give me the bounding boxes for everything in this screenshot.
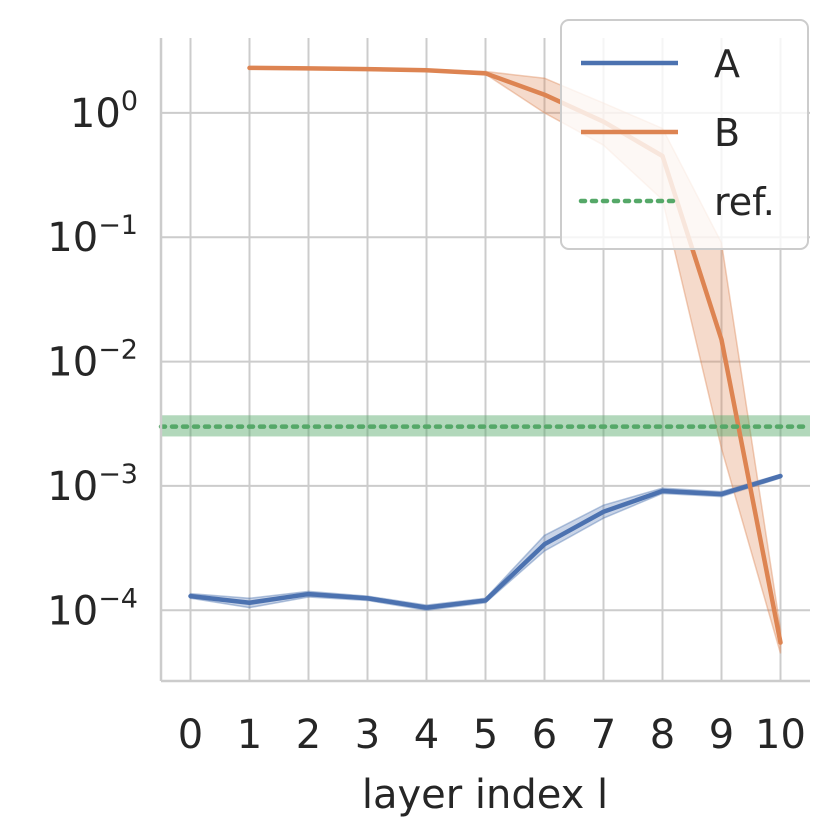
data-point-B: [424, 68, 429, 73]
x-tick-label: 0: [178, 712, 203, 758]
data-point-A: [778, 474, 783, 479]
y-tick-exponent: −4: [98, 583, 138, 614]
y-tick-base: 10: [47, 464, 98, 510]
data-point-A: [306, 592, 311, 597]
axes: [159, 38, 810, 683]
data-point-B: [247, 65, 252, 70]
x-tick-label: 8: [650, 712, 675, 758]
y-tick-exponent: −2: [98, 335, 138, 366]
x-tick-label: 9: [709, 712, 734, 758]
x-tick-label: 4: [414, 712, 439, 758]
x-tick-label: 6: [532, 712, 557, 758]
data-point-A: [601, 509, 606, 514]
data-point-B: [542, 92, 547, 97]
y-tick-label: 100: [70, 86, 138, 137]
y-tick-base: 10: [47, 215, 98, 261]
data-point-A: [365, 596, 370, 601]
data-point-B: [365, 67, 370, 72]
series-line-A: [188, 473, 783, 610]
x-tick-label: 2: [296, 712, 321, 758]
y-tick-exponent: −1: [98, 210, 138, 241]
y-tick-base: 10: [47, 340, 98, 386]
x-tick-label: 10: [755, 712, 806, 758]
y-tick-label: 10−2: [47, 335, 138, 386]
x-axis-title: layer index l: [362, 772, 608, 818]
y-tick-base: 10: [70, 91, 121, 137]
legend-label: A: [714, 42, 740, 86]
x-tick-label: 7: [591, 712, 616, 758]
x-tick-label: 5: [473, 712, 498, 758]
data-point-B: [483, 71, 488, 76]
y-tick-exponent: 0: [121, 86, 138, 117]
y-tick-exponent: −3: [98, 459, 138, 490]
x-tick-label: 3: [355, 712, 380, 758]
data-point-A: [660, 489, 665, 494]
y-tick-label: 10−3: [47, 459, 138, 510]
legend-label: ref.: [714, 180, 775, 224]
data-point-A: [542, 542, 547, 547]
legend-label: B: [714, 111, 740, 155]
x-tick-labels: 0 1 2 3 4 5 6 7 8 9 10: [178, 712, 806, 758]
data-point-A: [424, 605, 429, 610]
y-tick-label: 10−4: [47, 583, 138, 634]
data-point-B: [778, 640, 783, 645]
legend-frame: [560, 19, 809, 250]
y-tick-label: 10−1: [47, 210, 138, 261]
x-tick-label: 1: [237, 712, 262, 758]
data-point-A: [483, 598, 488, 603]
data-point-B: [719, 337, 724, 342]
data-point-A: [719, 492, 724, 497]
y-tick-base: 10: [47, 588, 98, 634]
data-point-A: [188, 594, 193, 599]
data-point-A: [247, 600, 252, 605]
data-point-B: [306, 66, 311, 71]
